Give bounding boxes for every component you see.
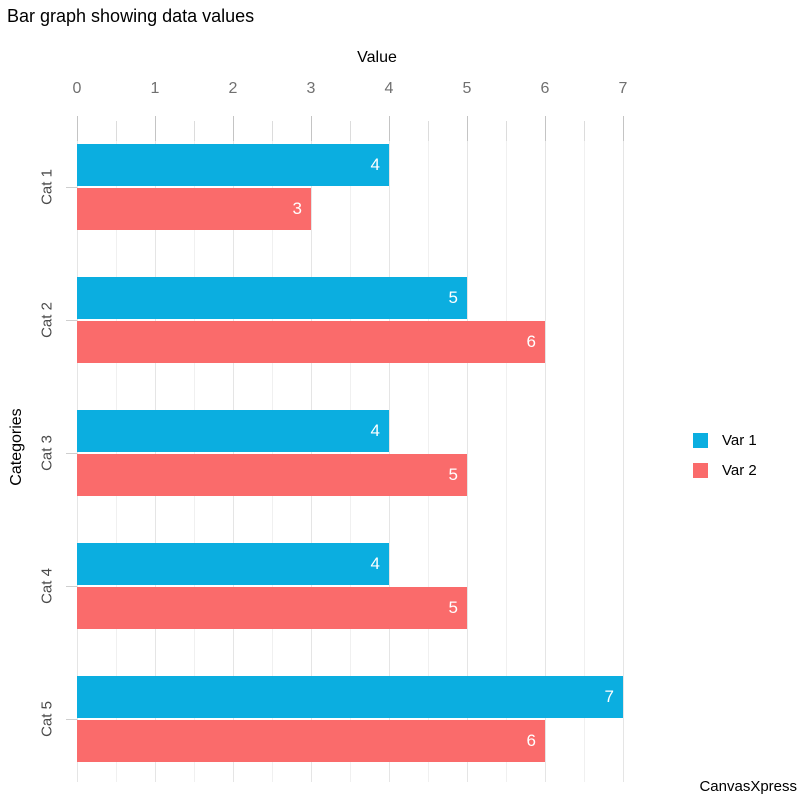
x-axis-minor-tick	[428, 121, 429, 141]
x-axis-major-tick	[155, 116, 156, 141]
bar-cat2-var2[interactable]: 6	[77, 321, 545, 363]
y-axis-tick	[66, 320, 77, 321]
x-tick-label: 1	[150, 80, 160, 97]
category-label: Cat 2	[38, 302, 56, 338]
bar-value-label: 5	[448, 598, 458, 617]
bar-value-label: 3	[292, 199, 302, 218]
category-label: Cat 4	[38, 568, 56, 604]
category-label: Cat 1	[38, 169, 56, 205]
x-axis-minor-tick	[584, 121, 585, 141]
x-axis-major-tick	[389, 116, 390, 141]
bar-value-label: 6	[526, 332, 536, 351]
legend-item-var2[interactable]: Var 2	[693, 462, 757, 479]
gridline	[467, 141, 468, 782]
x-axis-major-tick	[311, 116, 312, 141]
legend-item-var1[interactable]: Var 1	[693, 432, 757, 449]
gridline	[506, 141, 507, 782]
bar-cat4-var2[interactable]: 5	[77, 587, 467, 629]
x-axis-major-tick	[77, 116, 78, 141]
category-label: Cat 5	[38, 701, 56, 737]
x-tick-label: 2	[228, 80, 238, 97]
chart-title: Bar graph showing data values	[7, 6, 255, 26]
legend-swatch	[693, 463, 708, 478]
bar-value-label: 4	[370, 421, 380, 440]
legend-swatch	[693, 433, 708, 448]
bar-cat4-var1[interactable]: 4	[77, 543, 389, 585]
x-axis-major-tick	[545, 116, 546, 141]
gridline	[623, 141, 624, 782]
y-axis-title: Categories	[8, 408, 25, 486]
bar-cat5-var2[interactable]: 6	[77, 720, 545, 762]
bar-value-label: 6	[526, 731, 536, 750]
bar-value-label: 5	[448, 288, 458, 307]
bar-cat2-var1[interactable]: 5	[77, 277, 467, 319]
x-tick-label: 5	[462, 80, 472, 97]
x-axis-major-tick	[233, 116, 234, 141]
bar-cat3-var1[interactable]: 4	[77, 410, 389, 452]
x-axis-minor-tick	[116, 121, 117, 141]
bar-cat1-var1[interactable]: 4	[77, 144, 389, 186]
x-axis-minor-tick	[272, 121, 273, 141]
x-tick-label: 7	[618, 80, 628, 97]
x-axis-major-tick	[623, 116, 624, 141]
bar-value-label: 7	[604, 687, 614, 706]
legend-label: Var 2	[722, 462, 757, 479]
x-axis-minor-tick	[506, 121, 507, 141]
category-label: Cat 3	[38, 435, 56, 471]
legend: Var 1 Var 2	[693, 432, 757, 479]
y-axis-tick	[66, 453, 77, 454]
x-axis-minor-tick	[194, 121, 195, 141]
x-tick-label: 4	[384, 80, 394, 97]
gridline	[545, 141, 546, 782]
x-tick-label: 6	[540, 80, 550, 97]
x-axis-major-tick	[467, 116, 468, 141]
legend-label: Var 1	[722, 432, 757, 449]
x-tick-label: 3	[306, 80, 316, 97]
bar-value-label: 4	[370, 155, 380, 174]
gridline	[584, 141, 585, 782]
x-axis-minor-tick	[350, 121, 351, 141]
bar-cat5-var1[interactable]: 7	[77, 676, 623, 718]
x-tick-label: 0	[72, 80, 82, 97]
y-axis-tick	[66, 586, 77, 587]
y-axis-tick	[66, 187, 77, 188]
bar-value-label: 4	[370, 554, 380, 573]
canvasxpress-watermark: CanvasXpress	[699, 778, 797, 795]
bar-cat1-var2[interactable]: 3	[77, 188, 311, 230]
bar-cat3-var2[interactable]: 5	[77, 454, 467, 496]
x-axis-title: Value	[357, 49, 397, 66]
bar-value-label: 5	[448, 465, 458, 484]
y-axis-tick	[66, 719, 77, 720]
